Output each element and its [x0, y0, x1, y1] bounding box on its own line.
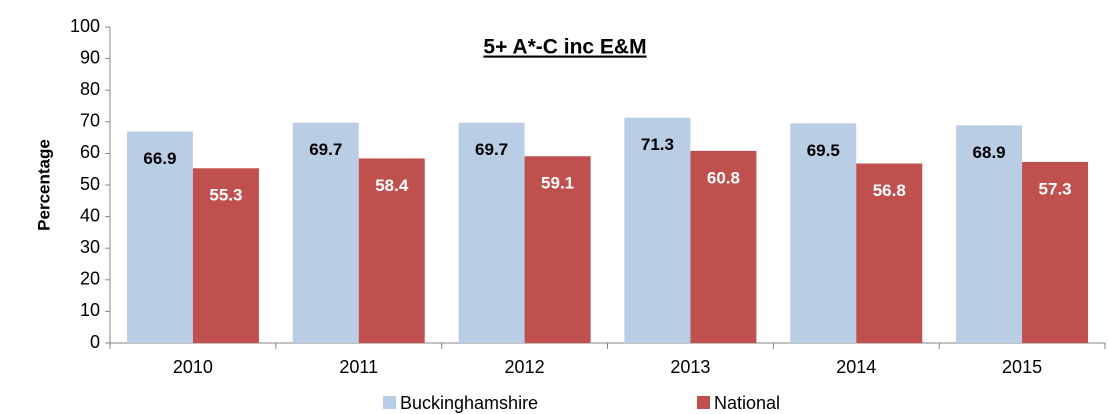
bar	[1022, 161, 1089, 343]
y-tick-label: 10	[80, 300, 100, 320]
y-tick-label: 90	[80, 47, 100, 67]
data-label: 60.8	[707, 168, 740, 187]
data-label: 69.7	[309, 140, 342, 159]
y-tick-label: 20	[80, 269, 100, 289]
y-tick-label: 60	[80, 142, 100, 162]
y-tick-label: 0	[90, 332, 100, 352]
bar	[192, 168, 259, 343]
bar	[358, 158, 425, 343]
y-tick-label: 40	[80, 205, 100, 225]
bar	[856, 163, 923, 343]
legend-swatch	[697, 396, 710, 409]
x-tick-label: 2014	[836, 357, 876, 377]
bar	[458, 122, 525, 343]
y-tick-label: 70	[80, 111, 100, 131]
bar	[126, 131, 193, 343]
legend-swatch	[383, 396, 396, 409]
bar	[524, 156, 591, 343]
bar	[690, 150, 757, 343]
chart-title: 5+ A*-C inc E&M	[483, 36, 646, 59]
y-tick-label: 80	[80, 79, 100, 99]
legend-label: Buckinghamshire	[400, 393, 538, 413]
bar	[956, 125, 1023, 343]
bar	[292, 122, 359, 343]
data-label: 57.3	[1039, 179, 1072, 198]
x-tick-label: 2010	[173, 357, 213, 377]
x-tick-label: 2011	[339, 357, 378, 377]
data-label: 59.1	[541, 174, 574, 193]
data-label: 66.9	[143, 149, 176, 168]
data-label: 71.3	[641, 135, 674, 154]
bar	[790, 123, 857, 343]
data-label: 69.5	[807, 141, 840, 160]
y-tick-label: 100	[70, 16, 100, 36]
y-axis-label: Percentage	[34, 139, 53, 231]
data-label: 68.9	[973, 143, 1006, 162]
data-label: 56.8	[873, 181, 906, 200]
x-tick-label: 2012	[505, 357, 545, 377]
data-label: 58.4	[375, 176, 409, 195]
data-label: 69.7	[475, 140, 508, 159]
y-tick-label: 30	[80, 237, 100, 257]
legend-label: National	[714, 393, 780, 413]
x-tick-label: 2013	[670, 357, 710, 377]
data-label: 55.3	[209, 186, 242, 205]
x-tick-label: 2015	[1002, 357, 1042, 377]
bar	[624, 117, 691, 343]
y-tick-label: 50	[80, 174, 100, 194]
